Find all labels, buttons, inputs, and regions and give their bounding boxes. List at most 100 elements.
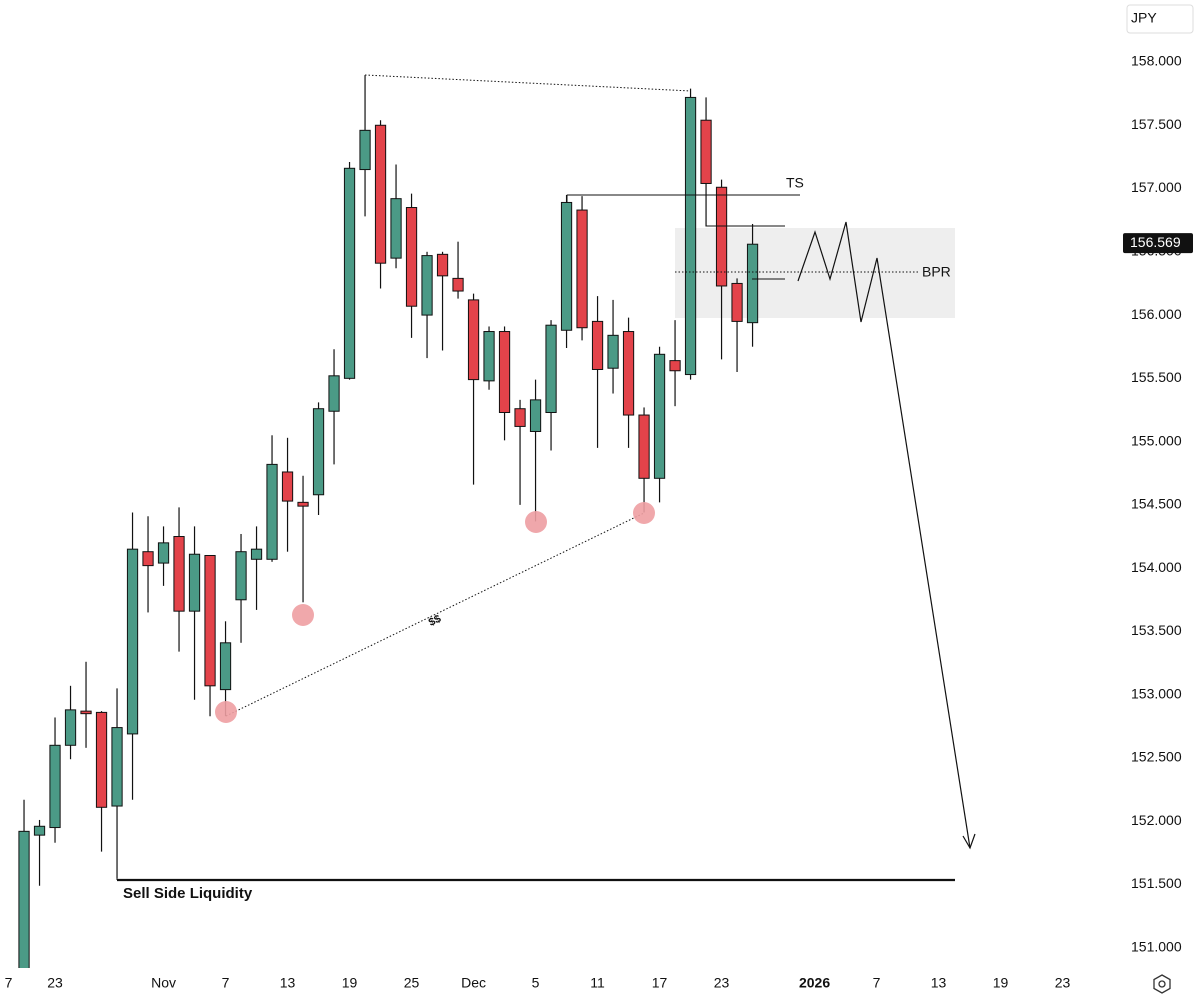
candle-body — [421, 255, 433, 316]
x-tick-label: Dec — [461, 975, 486, 991]
x-tick-label: 23 — [1055, 975, 1071, 991]
candles — [18, 75, 759, 968]
liquidity-points — [215, 502, 655, 723]
candle-body — [390, 198, 402, 259]
candle-body — [560, 201, 573, 331]
candle-body — [328, 375, 340, 412]
candle-body — [64, 709, 77, 746]
candle-body — [715, 186, 728, 287]
candle-body — [514, 408, 526, 427]
candle-body — [281, 471, 294, 502]
gear[interactable] — [1153, 974, 1171, 994]
x-tick-label: 25 — [404, 975, 420, 991]
x-tick-label: 23 — [47, 975, 63, 991]
x-tick-label: 5 — [532, 975, 540, 991]
candle-body — [95, 711, 108, 808]
marker — [292, 604, 314, 626]
y-tick-label: 152.500 — [1131, 749, 1182, 765]
candle-body — [700, 119, 712, 184]
candle-body — [33, 825, 46, 836]
marker — [215, 701, 237, 723]
y-tick-label: 158.000 — [1131, 53, 1182, 69]
y-tick-label: 154.500 — [1131, 496, 1182, 512]
last-price-label: 156.569 — [1130, 234, 1181, 250]
candle-body — [235, 551, 247, 601]
candle-body — [607, 334, 619, 369]
y-tick-label: 152.000 — [1131, 812, 1182, 828]
candle-body — [622, 331, 635, 416]
candle-body — [142, 551, 154, 567]
candle-body — [374, 124, 387, 264]
y-tick-label: 154.000 — [1131, 559, 1182, 575]
candle-body — [126, 548, 139, 735]
candle-body — [483, 331, 495, 382]
candle-body — [219, 642, 232, 691]
liquidity-line — [225, 512, 645, 717]
candle-body — [18, 830, 30, 968]
x-tick-label: 13 — [280, 975, 296, 991]
x-tick-label: 19 — [993, 975, 1009, 991]
top-trendline — [364, 74, 692, 92]
y-tick-label: 157.000 — [1131, 179, 1182, 195]
y-tick-label: 151.500 — [1131, 875, 1182, 891]
ts-label: TS — [786, 175, 804, 191]
projection — [797, 221, 971, 849]
candle-body — [498, 331, 511, 414]
x-tick-label: 7 — [873, 975, 881, 991]
drawings — [116, 74, 976, 882]
candle-body — [188, 553, 201, 612]
ssl-label: Sell Side Liquidity — [123, 885, 253, 902]
candle-body — [576, 209, 588, 329]
bpr-label: BPR — [922, 264, 951, 280]
candle-body — [312, 408, 325, 496]
y-tick-label: 157.500 — [1131, 116, 1182, 132]
candle-body — [638, 414, 650, 479]
arrow-head — [962, 833, 976, 850]
candle-body — [529, 399, 542, 432]
candle-body — [731, 282, 743, 322]
candle-body — [80, 710, 92, 715]
candle-body — [746, 243, 759, 324]
x-tick-label: Nov — [151, 975, 176, 991]
candle-body — [173, 536, 185, 612]
x-tick-label: 13 — [931, 975, 947, 991]
candle-body — [452, 277, 464, 292]
candle-body — [653, 353, 666, 479]
candle-body — [591, 320, 604, 370]
candle-body — [684, 96, 697, 376]
y-tick-label: 151.000 — [1131, 938, 1182, 954]
candle-body — [266, 463, 278, 560]
last-price-tag — [1123, 233, 1193, 254]
y-tick-label: 156.000 — [1131, 306, 1182, 322]
x-tick-label: 23 — [714, 975, 730, 991]
y-tick-label: 153.500 — [1131, 622, 1182, 638]
currency[interactable]: JPY — [1131, 10, 1157, 26]
x-tick-label: 17 — [652, 975, 668, 991]
x-tick-label: 2026 — [799, 975, 830, 991]
x-tick-label: 19 — [342, 975, 358, 991]
candle-body — [359, 129, 371, 171]
candle-body — [436, 253, 449, 277]
candle-body — [297, 501, 309, 507]
candle-body — [405, 207, 418, 307]
candle-body — [343, 167, 356, 379]
candle-body — [545, 324, 557, 414]
gear-hole — [1158, 980, 1166, 988]
candle-body — [111, 727, 123, 807]
y-tick-label: 155.500 — [1131, 369, 1182, 385]
candle-body — [49, 744, 61, 829]
marker — [525, 511, 547, 533]
settings-icon[interactable] — [1153, 974, 1171, 994]
x-tick-label: 7 — [222, 975, 230, 991]
candle-body — [157, 542, 170, 564]
x-tick-label: 11 — [590, 975, 605, 991]
y-tick-label: 155.000 — [1131, 432, 1182, 448]
candle-body — [250, 548, 263, 560]
candle-body — [204, 554, 216, 687]
x-tick-label: 7 — [5, 975, 13, 991]
candle-body — [669, 360, 681, 372]
currency-box[interactable] — [1126, 4, 1194, 34]
marker — [633, 502, 655, 524]
y-tick-label: 153.000 — [1131, 685, 1182, 701]
